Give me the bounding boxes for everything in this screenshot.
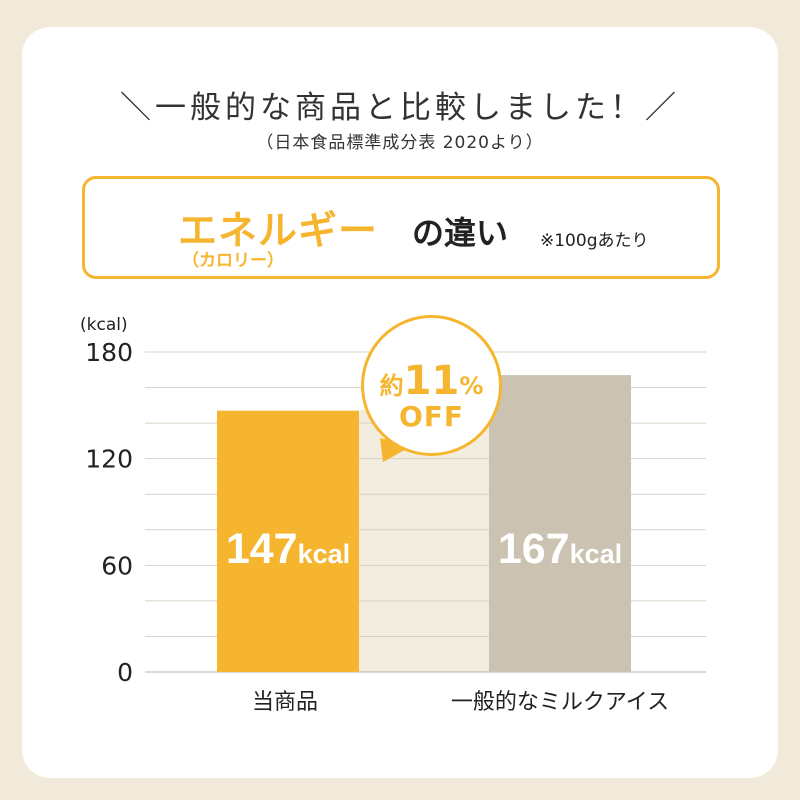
y-tick-label: 60 (101, 551, 133, 580)
bar-value-number: 167 (498, 525, 570, 573)
category-label-this-product: 当商品 (251, 690, 318, 715)
y-unit-label: (kcal) (80, 315, 128, 335)
title-per-100g-note: ※100gあたり (540, 231, 649, 251)
title-box (82, 176, 720, 279)
comparison-heading: ＼一般的な商品と比較しました！／ (120, 90, 680, 126)
y-tick-label: 0 (117, 658, 133, 687)
badge-percent-sign: % (459, 372, 484, 400)
y-tick-label: 120 (85, 445, 133, 474)
bar-value-number: 147 (226, 525, 298, 573)
badge-percent-line: 約11% (364, 358, 499, 404)
badge-number: 11 (403, 358, 460, 404)
title-calorie-subtitle: （カロリー） (182, 251, 284, 271)
bar-value-label: 167kcal (498, 525, 622, 573)
bar-value-label: 147kcal (226, 525, 350, 573)
badge-off: OFF (398, 400, 465, 433)
y-tick-label: 180 (85, 338, 133, 367)
bar-general-milk-ice (489, 375, 631, 672)
badge-prefix: 約 (379, 372, 404, 400)
title-energy: エネルギー (178, 209, 379, 254)
bar-value-unit: kcal (298, 539, 351, 569)
discount-badge: 約11% OFF (361, 315, 502, 456)
source-note: （日本食品標準成分表 2020より） (256, 133, 544, 153)
bar-this-product (217, 410, 359, 672)
title-difference: の違い (412, 214, 509, 252)
category-label-general-milk-ice: 一般的なミルクアイス (450, 690, 670, 715)
bar-value-unit: kcal (570, 539, 623, 569)
